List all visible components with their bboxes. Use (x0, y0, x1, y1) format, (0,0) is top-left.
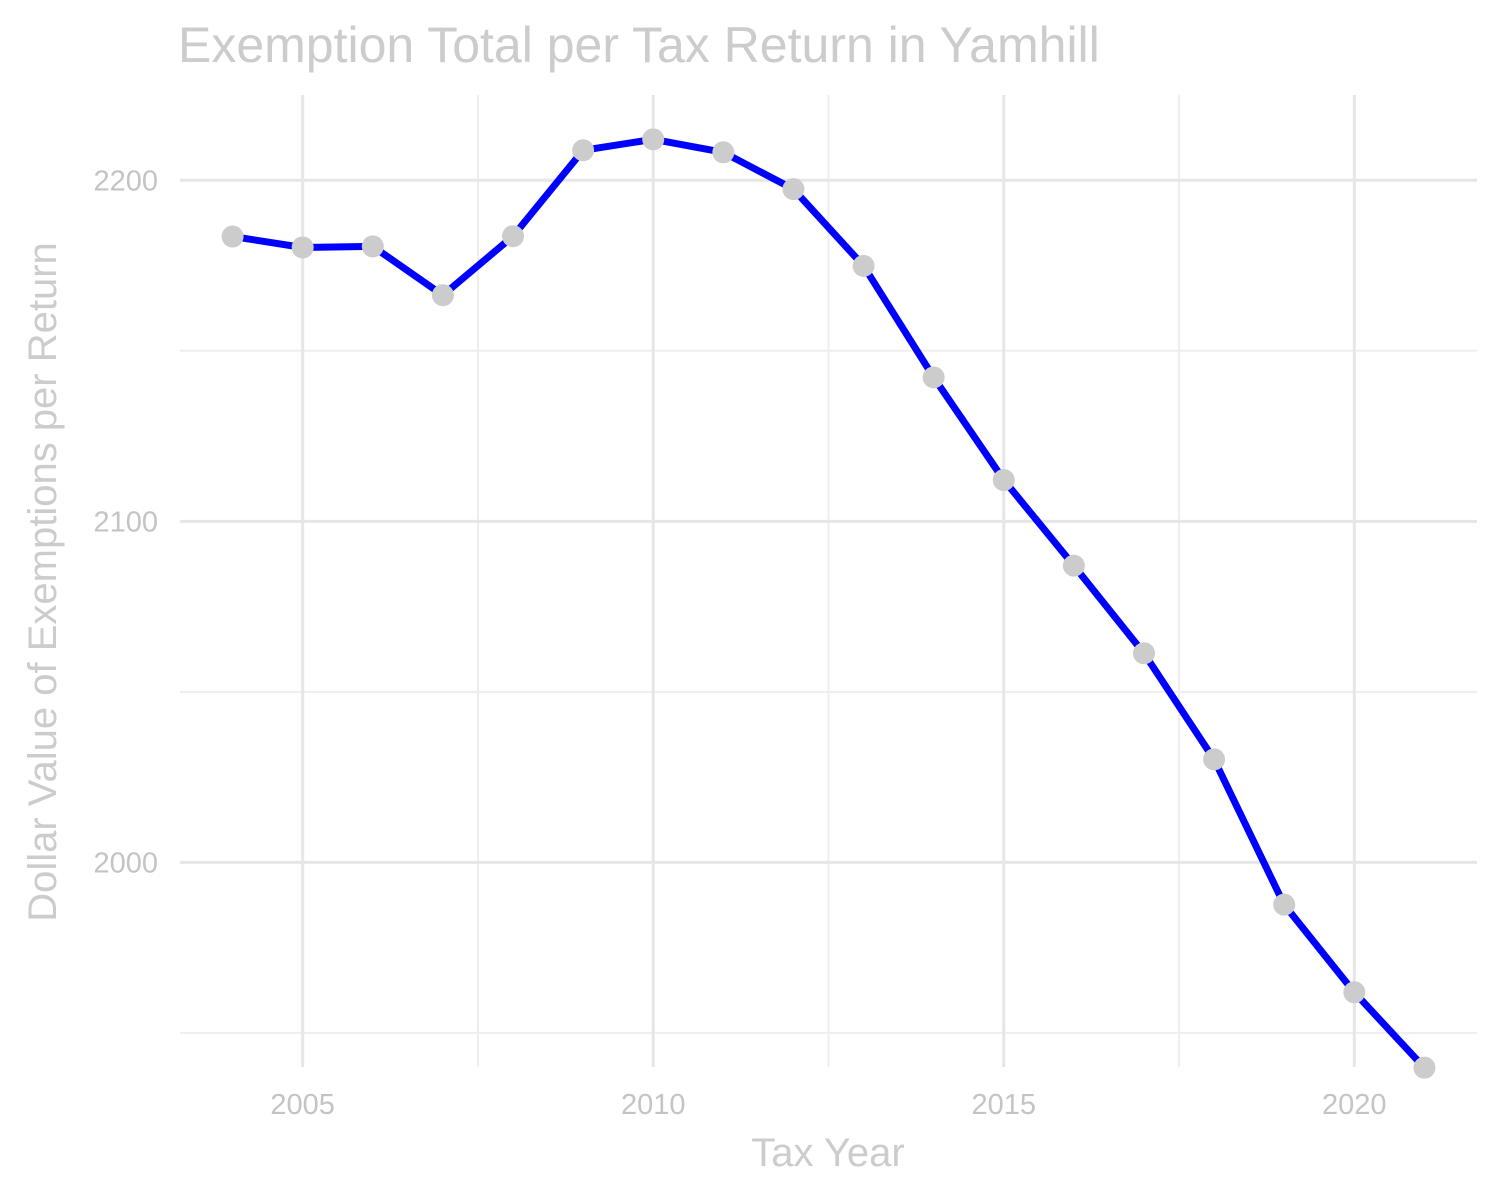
data-point (502, 225, 525, 248)
data-point (712, 141, 735, 164)
data-point (1203, 748, 1226, 771)
data-point (221, 225, 244, 248)
y-axis-title: Dollar Value of Exemptions per Return (21, 242, 65, 922)
data-point (431, 284, 454, 307)
x-tick-label: 2010 (621, 1089, 686, 1121)
data-point (852, 254, 875, 277)
data-point (642, 128, 665, 151)
data-point (572, 139, 595, 162)
x-axis-title: Tax Year (751, 1131, 904, 1175)
tick-labels: 2000 2100 2200 2005 2010 2015 2020 (93, 165, 1386, 1121)
y-tick-label: 2000 (93, 847, 158, 879)
series-line (229, 135, 1428, 1072)
data-point (1273, 893, 1296, 916)
data-point (1343, 981, 1366, 1004)
x-tick-label: 2020 (1322, 1089, 1387, 1121)
y-tick-label: 2100 (93, 506, 158, 538)
chart-title: Exemption Total per Tax Return in Yamhil… (178, 17, 1100, 73)
x-tick-label: 2015 (972, 1089, 1037, 1121)
data-point (992, 469, 1015, 492)
data-point (361, 235, 384, 258)
data-point (922, 366, 945, 389)
grid (180, 95, 1477, 1067)
data-point (1062, 554, 1085, 577)
data-point (1132, 642, 1155, 665)
data-point (782, 178, 805, 201)
data-point (291, 236, 314, 259)
x-tick-label: 2005 (270, 1089, 335, 1121)
data-marks (221, 128, 1436, 1079)
y-tick-label: 2200 (93, 165, 158, 197)
data-point (1413, 1056, 1436, 1079)
